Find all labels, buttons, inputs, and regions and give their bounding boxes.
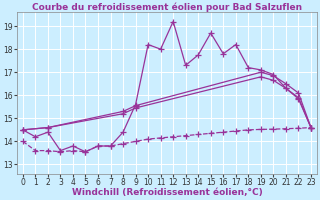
Title: Courbe du refroidissement éolien pour Bad Salzuflen: Courbe du refroidissement éolien pour Ba…: [32, 3, 302, 12]
X-axis label: Windchill (Refroidissement éolien,°C): Windchill (Refroidissement éolien,°C): [72, 188, 262, 197]
